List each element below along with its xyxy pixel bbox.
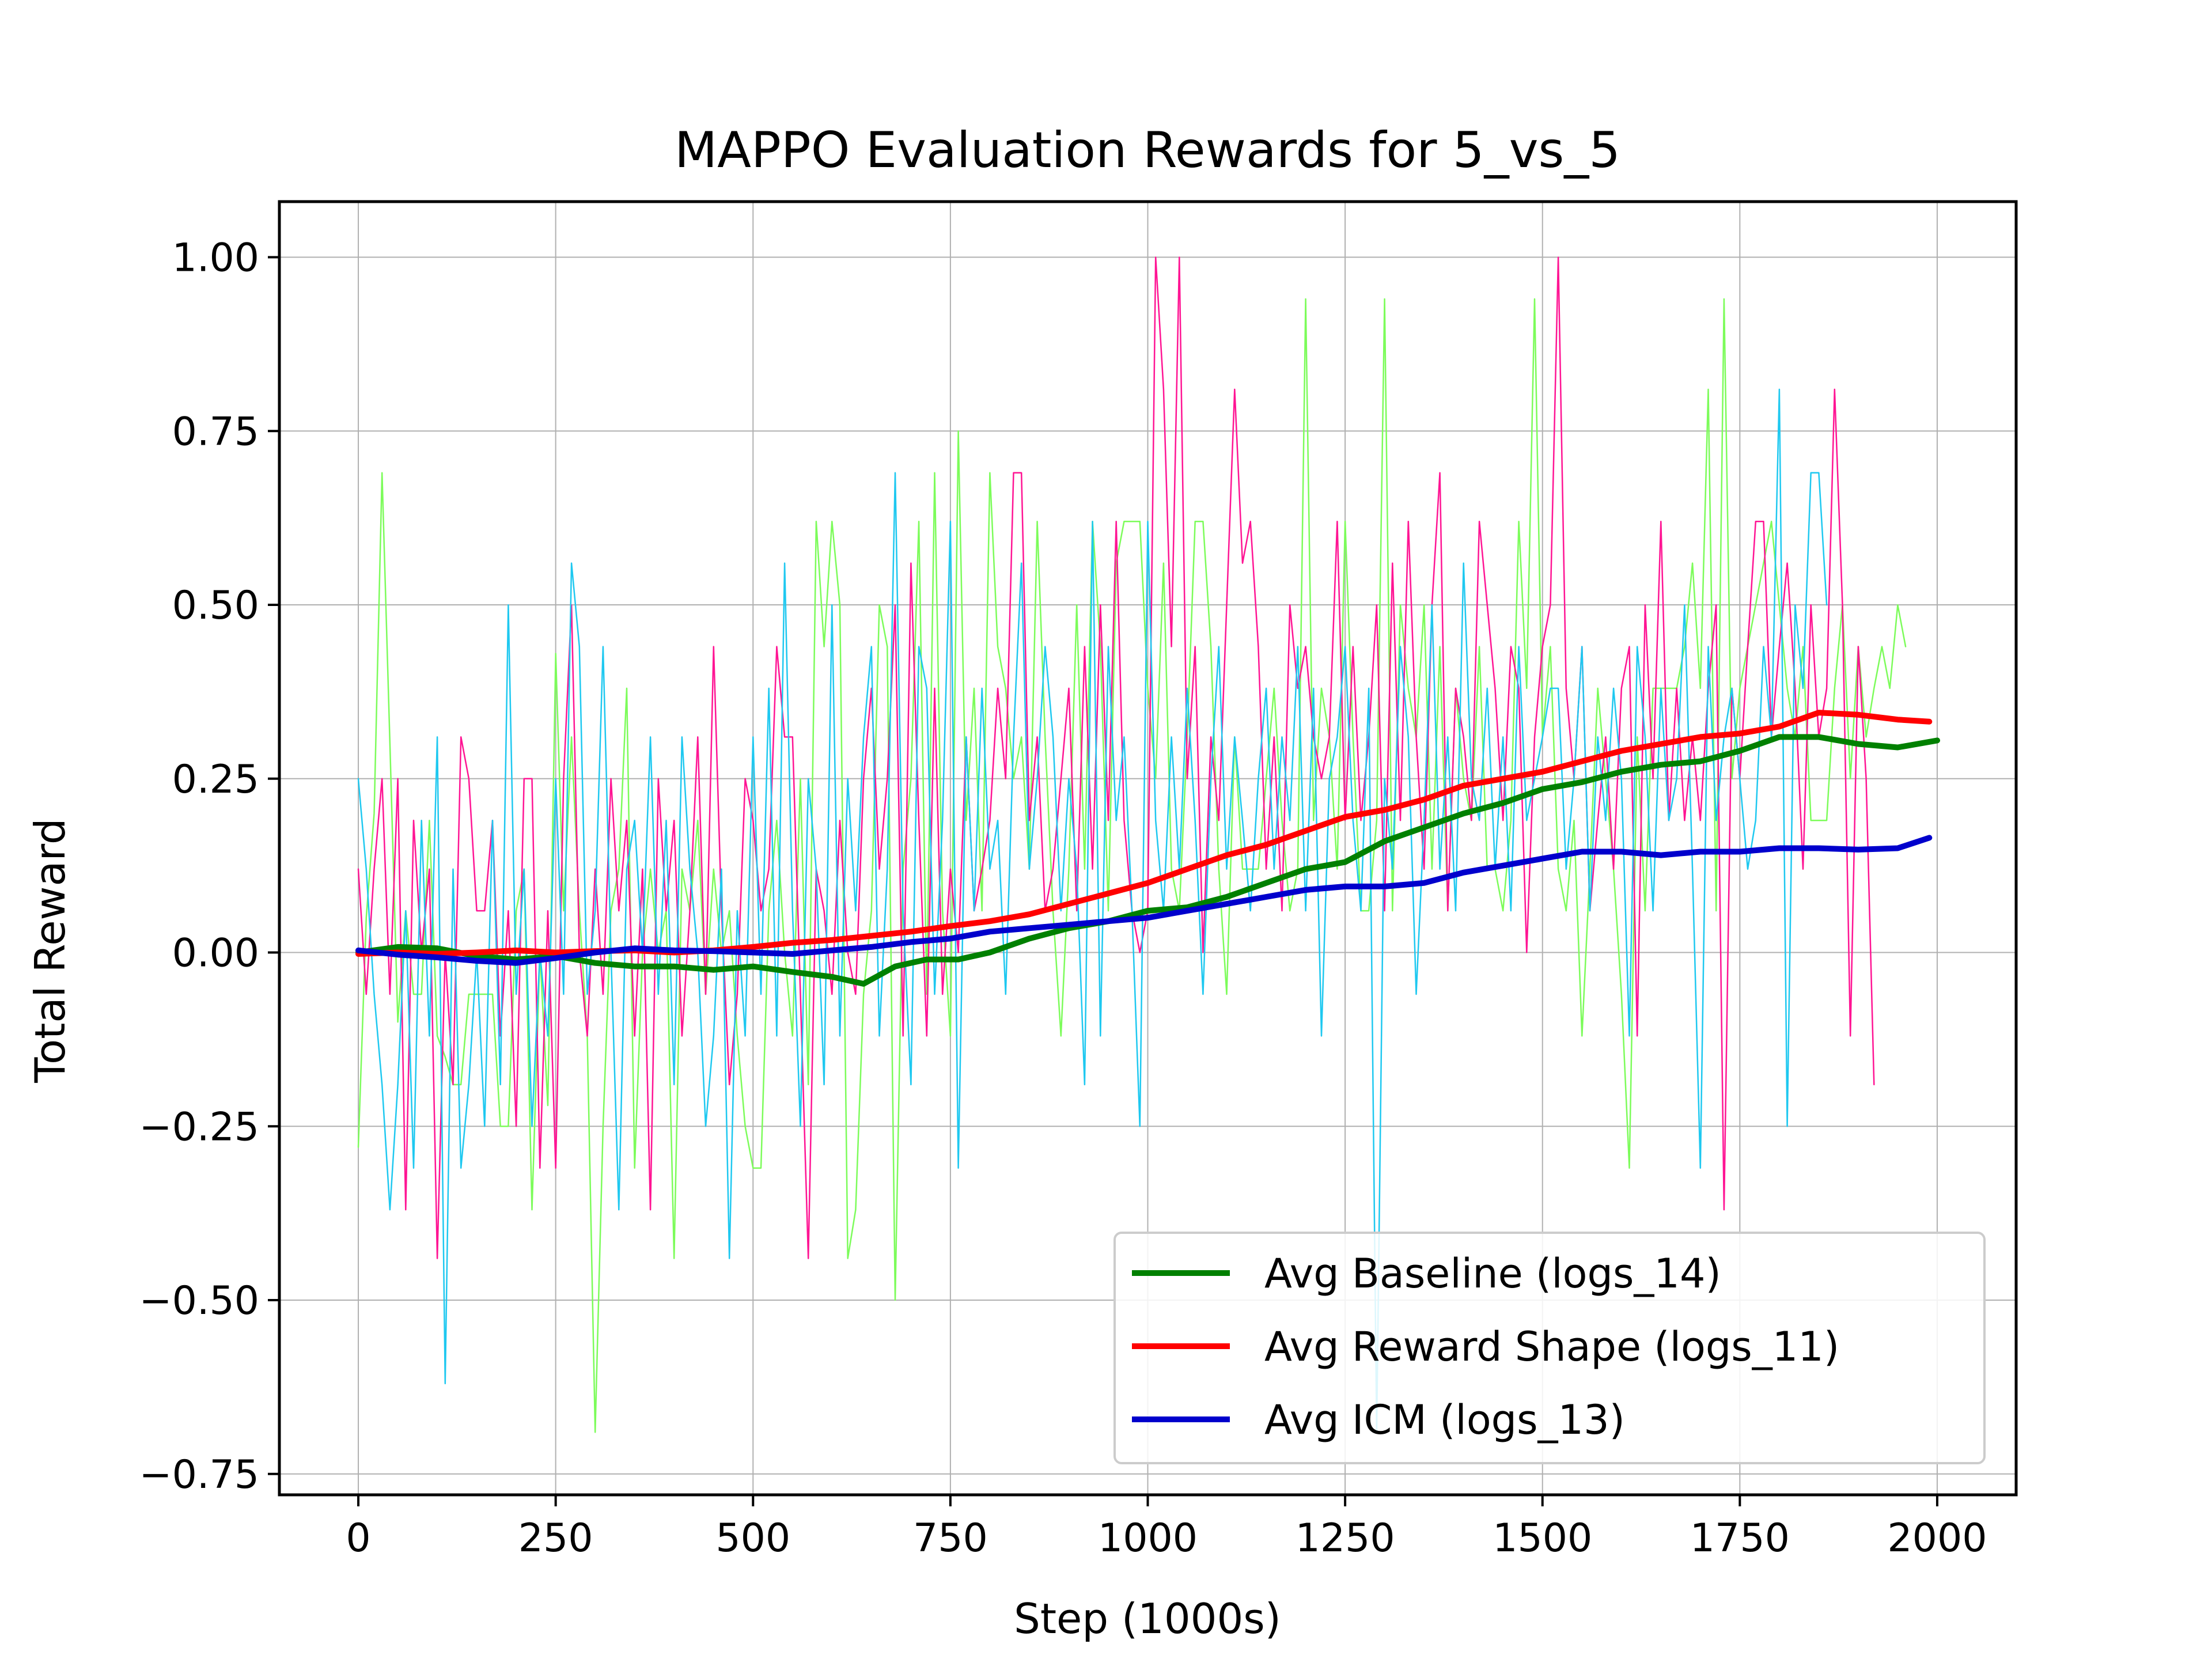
y-tick-label: −0.50: [139, 1278, 259, 1324]
y-tick-label: 0.50: [172, 583, 259, 628]
x-tick-label: 1500: [1493, 1516, 1592, 1561]
y-tick-label: 0.25: [172, 757, 259, 802]
chart-title: MAPPO Evaluation Rewards for 5_vs_5: [675, 122, 1620, 179]
x-tick-label: 250: [518, 1516, 593, 1561]
legend: Avg Baseline (logs_14) Avg Reward Shape (…: [1113, 1232, 1986, 1464]
series-lines: [355, 256, 1940, 1433]
legend-label: Avg Baseline (logs_14): [1264, 1250, 1721, 1297]
legend-box: [1113, 1232, 1986, 1464]
x-axis-label: Step (1000s): [1014, 1594, 1281, 1643]
x-tick-label: 0: [346, 1516, 370, 1561]
x-tick-label: 1750: [1690, 1516, 1790, 1561]
x-tick-label: 1250: [1296, 1516, 1395, 1561]
axis-ticks: 0 250 500 750 1000 1250 1500 1750 2000 −0.75 −0.50…: [139, 236, 1987, 1561]
x-tick-label: 500: [715, 1516, 790, 1561]
y-tick-label: 1.00: [172, 236, 259, 281]
raw-series-line-5: [357, 388, 1828, 1433]
y-axis-label: Total Reward: [26, 818, 74, 1083]
legend-label: Avg ICM (logs_13): [1264, 1396, 1625, 1444]
y-tick-label: 0.75: [172, 409, 259, 454]
series-line-0: [355, 734, 1940, 987]
raw-series-line-4: [357, 256, 1875, 1259]
raw-series-line-3: [357, 298, 1907, 1433]
legend-label: Avg Reward Shape (logs_11): [1264, 1323, 1839, 1370]
x-tick-label: 2000: [1887, 1516, 1987, 1561]
x-tick-label: 750: [913, 1516, 988, 1561]
y-tick-label: 0.00: [172, 931, 259, 976]
x-tick-label: 1000: [1098, 1516, 1198, 1561]
y-tick-label: −0.75: [139, 1452, 259, 1498]
y-tick-label: −0.25: [139, 1104, 259, 1150]
series-line-2: [355, 835, 1933, 966]
